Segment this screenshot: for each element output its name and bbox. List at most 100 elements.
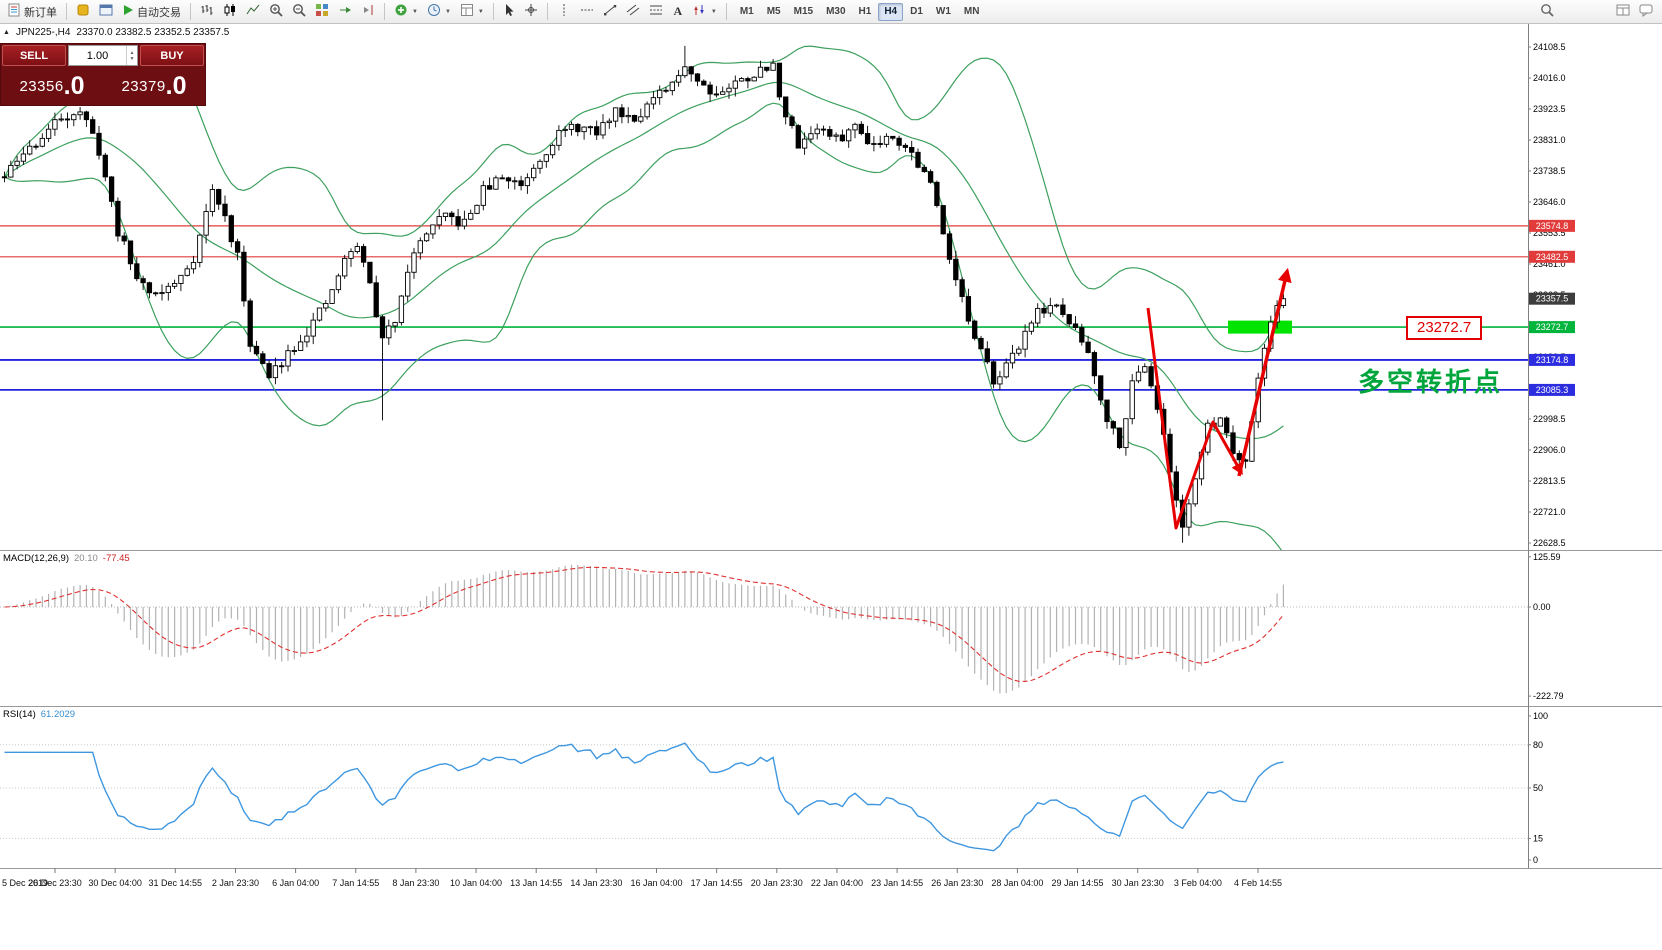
zoom-out-icon (292, 3, 306, 20)
chat-button[interactable] (1635, 2, 1658, 22)
timeframe-d1-button[interactable]: D1 (910, 6, 923, 17)
fibonacci-button[interactable] (645, 2, 667, 22)
svg-text:23174.8: 23174.8 (1536, 355, 1569, 365)
svg-text:26 Dec 23:30: 26 Dec 23:30 (28, 878, 82, 888)
cursor-button[interactable] (499, 2, 519, 22)
sell-price[interactable]: 23356 .0 (1, 67, 103, 105)
tile-windows-icon (315, 3, 329, 20)
svg-text:14 Jan 23:30: 14 Jan 23:30 (570, 878, 622, 888)
separator (492, 3, 494, 20)
svg-text:125.59: 125.59 (1533, 552, 1561, 562)
svg-text:80: 80 (1533, 740, 1543, 750)
templates-icon (460, 3, 474, 20)
timeframe-m30-button[interactable]: M30 (826, 6, 846, 17)
periods-button[interactable]: ▼ (423, 2, 455, 22)
svg-text:24016.0: 24016.0 (1533, 73, 1566, 83)
terminal-icon (99, 3, 113, 20)
ohlc-values: 23370.0 23382.5 23352.5 23357.5 (76, 27, 230, 38)
timeframe-mn-button[interactable]: MN (963, 6, 980, 17)
svg-text:23 Jan 14:55: 23 Jan 14:55 (871, 878, 923, 888)
buy-button[interactable]: BUY (140, 45, 204, 66)
crosshair-button[interactable] (520, 2, 542, 22)
timeframe-h1-button[interactable]: H1 (858, 6, 872, 17)
arrows-icon (693, 3, 707, 20)
trendline-button[interactable] (599, 2, 621, 22)
green-highlight-rect[interactable] (1228, 320, 1292, 334)
auto-scroll-button[interactable] (334, 2, 356, 22)
text-icon: A (673, 4, 683, 18)
zoom-in-icon (269, 3, 283, 20)
sell-price-pips: .0 (63, 72, 85, 100)
timeframe-group: M1 M5 M15 M30 H1 H4 D1 W1 MN (734, 2, 986, 21)
bar-chart-button[interactable] (196, 2, 218, 22)
svg-text:5 Dec 2019: 5 Dec 2019 (2, 878, 48, 888)
svg-text:17 Jan 14:55: 17 Jan 14:55 (691, 878, 743, 888)
svg-text:23923.5: 23923.5 (1533, 104, 1566, 114)
svg-text:29 Jan 14:55: 29 Jan 14:55 (1052, 878, 1104, 888)
line-chart-button[interactable] (242, 2, 264, 22)
timeframe-m1-button[interactable]: M1 (739, 6, 754, 17)
sell-button[interactable]: SELL (2, 45, 66, 66)
indicators-icon (394, 3, 408, 20)
svg-text:20 Jan 23:30: 20 Jan 23:30 (751, 878, 803, 888)
indicators-button[interactable]: ▼ (390, 2, 422, 22)
svg-text:30 Dec 04:00: 30 Dec 04:00 (88, 878, 142, 888)
symbol-triangle-icon: ▲ (3, 29, 10, 36)
svg-text:23482.5: 23482.5 (1536, 252, 1569, 262)
chart-shift-icon (361, 3, 375, 20)
spin-down-icon[interactable]: ▼ (129, 55, 135, 62)
svg-text:23085.3: 23085.3 (1536, 385, 1569, 395)
timeframe-w1-button[interactable]: W1 (935, 6, 951, 17)
metaeditor-button[interactable] (72, 2, 94, 22)
autotrading-button[interactable]: 自动交易 (118, 2, 185, 22)
data-window-button[interactable] (1612, 2, 1634, 22)
horizontal-line-button[interactable] (576, 2, 598, 22)
text-label-button[interactable]: A (668, 2, 688, 22)
volume-value[interactable]: 1.00 (86, 49, 109, 62)
svg-text:23646.0: 23646.0 (1533, 197, 1566, 207)
auto-scroll-icon (338, 3, 352, 20)
autotrading-label: 自动交易 (137, 6, 181, 19)
separator (725, 3, 727, 20)
macd-panel (0, 564, 1528, 694)
timeframe-m5-button[interactable]: M5 (766, 6, 781, 17)
new-order-icon (8, 3, 21, 20)
svg-text:0.00: 0.00 (1533, 602, 1551, 612)
tile-windows-button[interactable] (311, 2, 333, 22)
templates-button[interactable]: ▼ (456, 2, 488, 22)
support-resistance-lines[interactable] (0, 225, 1528, 391)
vertical-line-button[interactable] (553, 2, 575, 22)
bar-chart-icon (200, 3, 214, 20)
symbol-timeframe-label: JPN225-,H4 (15, 27, 71, 38)
crosshair-icon (524, 3, 538, 20)
separator (384, 3, 385, 20)
volume-spin-buttons[interactable]: ▲ ▼ (126, 46, 137, 65)
svg-text:22813.5: 22813.5 (1533, 476, 1566, 486)
turning-point-note[interactable]: 多空转折点 (1358, 367, 1504, 397)
separator (66, 3, 67, 20)
rsi-panel (0, 742, 1528, 852)
arrows-button[interactable]: ▼ (689, 2, 721, 22)
zoom-in-button[interactable] (265, 2, 287, 22)
red-trend-arrows[interactable] (1146, 267, 1292, 530)
timeframe-m15-button[interactable]: M15 (793, 6, 814, 17)
svg-text:23553.5: 23553.5 (1533, 228, 1566, 238)
macd-name: MACD(12,26,9) (3, 553, 69, 564)
buy-price[interactable]: 23379 .0 (103, 67, 205, 105)
chart-shift-button[interactable] (357, 2, 379, 22)
equidistant-channel-button[interactable] (622, 2, 644, 22)
new-order-button[interactable]: 新订单 (4, 2, 61, 22)
macd-signal-value: -77.45 (102, 553, 130, 564)
panel-separators (0, 24, 1662, 869)
search-button[interactable] (1536, 2, 1558, 22)
price-callout-label[interactable]: 23272.7 (1406, 316, 1483, 340)
volume-stepper[interactable]: 1.00 ▲ ▼ (68, 45, 138, 66)
candlestick-chart-button[interactable] (219, 2, 241, 22)
terminal-button[interactable] (95, 2, 117, 22)
zoom-out-button[interactable] (288, 2, 310, 22)
spin-up-icon[interactable]: ▲ (129, 49, 135, 56)
timeframe-h4-button[interactable]: H4 (878, 2, 904, 21)
svg-text:23738.5: 23738.5 (1533, 166, 1566, 176)
